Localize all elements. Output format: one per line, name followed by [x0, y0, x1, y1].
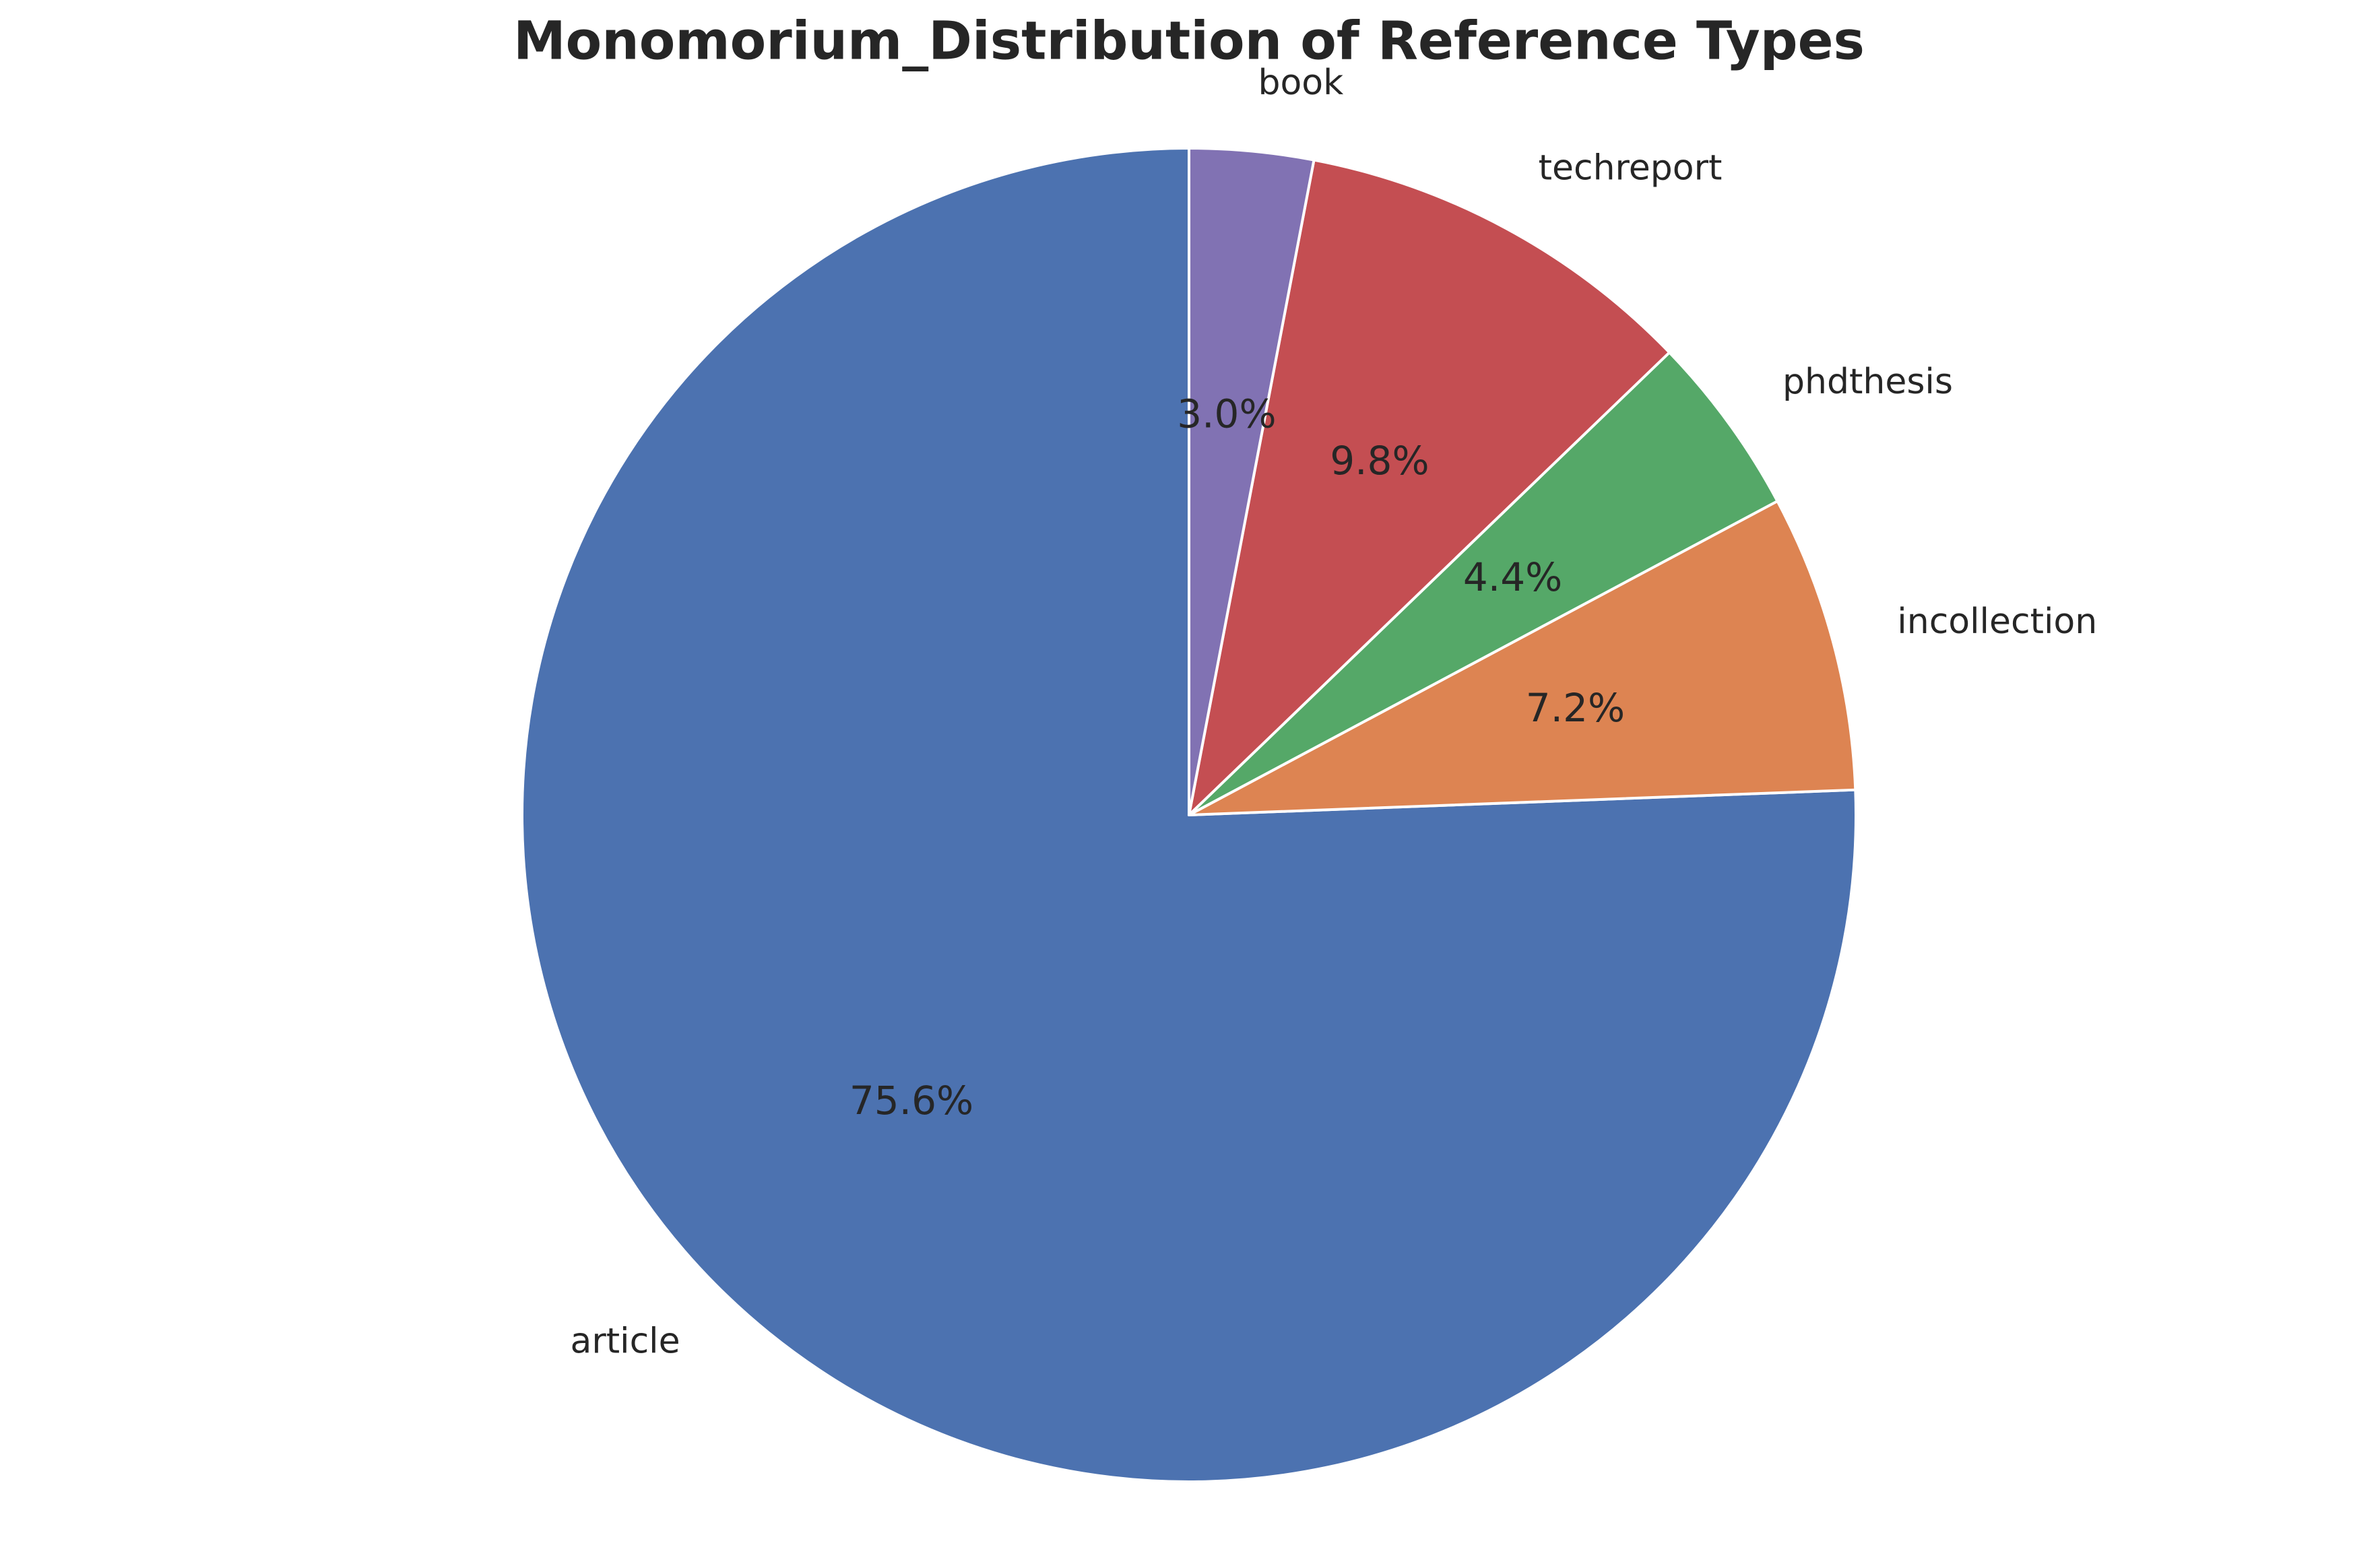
slice-labels: article incollection phdthesis techreport bo… [571, 63, 2098, 1362]
pie-slice-book [1188, 147, 1316, 816]
percentage-labels: 75.6% 7.2% 4.4% 9.8% 3.0% [849, 391, 1625, 1123]
percentage-label-incollection: 7.2% [1526, 685, 1625, 731]
slice-label-article: article [571, 1321, 680, 1361]
slice-label-incollection: incollection [1897, 601, 2097, 642]
pie-slices [521, 147, 1857, 1483]
slice-label-book: book [1258, 63, 1343, 103]
pie-slice-phdthesis [1188, 351, 1779, 816]
percentage-label-phdthesis: 4.4% [1463, 554, 1562, 600]
percentage-label-book: 3.0% [1177, 391, 1276, 437]
slice-label-phdthesis: phdthesis [1782, 362, 1953, 402]
pie-slice-techreport [1188, 158, 1671, 816]
slice-label-techreport: techreport [1539, 148, 1723, 188]
percentage-label-techreport: 9.8% [1330, 438, 1429, 484]
percentage-label-article: 75.6% [849, 1078, 973, 1123]
chart-title: Monomorium_Distribution of Reference Typ… [513, 11, 1865, 71]
pie-slice-incollection [1188, 500, 1857, 816]
